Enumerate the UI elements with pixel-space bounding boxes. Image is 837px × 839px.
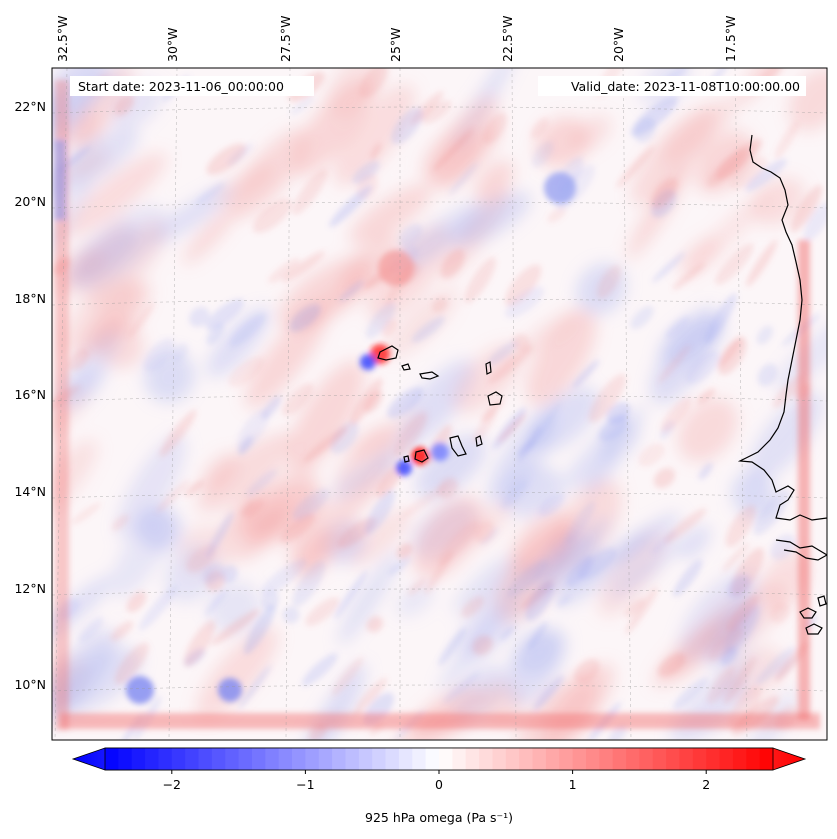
- lon-label: 22.5°W: [500, 16, 515, 62]
- sao-vicente-island: [401, 363, 411, 371]
- start-date-annotation: Start date: 2023-11-06_00:00:00: [78, 79, 284, 94]
- bijagos-islands: [799, 607, 817, 619]
- colorbar-tick-label: −2: [163, 777, 181, 792]
- lon-label: 20°W: [611, 27, 626, 62]
- omega-field: [52, 68, 827, 740]
- lat-label: 10°N: [14, 677, 46, 692]
- santo-antao-island: [377, 345, 399, 361]
- latitude-labels: 22°N 20°N 18°N 16°N 14°N 12°N 10°N: [14, 99, 46, 692]
- valid-date-annotation: Valid_date: 2023-11-08T10:00:00.00: [571, 79, 800, 94]
- maio-island: [475, 435, 483, 447]
- lon-label: 25°W: [388, 27, 403, 62]
- fogo-island: [414, 449, 429, 463]
- lon-label: 32.5°W: [55, 16, 70, 62]
- map-frame: [51, 67, 828, 741]
- lon-label: 27.5°W: [278, 16, 293, 62]
- lat-label: 12°N: [14, 581, 46, 596]
- lat-label: 14°N: [14, 484, 46, 499]
- lat-label: 20°N: [14, 194, 46, 209]
- boa-vista-island: [487, 391, 503, 406]
- lat-label: 16°N: [14, 387, 46, 402]
- brava-island: [403, 455, 410, 463]
- colorbar-ticks: −2 −1 0 1 2: [163, 770, 710, 792]
- gridlines: [52, 68, 827, 740]
- colorbar-tick-label: 0: [435, 777, 443, 792]
- lon-label: 17.5°W: [723, 16, 738, 62]
- sao-nicolau-island: [419, 371, 440, 380]
- lon-label: 30°W: [165, 27, 180, 62]
- bijagos-islands: [817, 595, 827, 607]
- lat-label: 22°N: [14, 99, 46, 114]
- lat-label: 18°N: [14, 291, 46, 306]
- africa-coastline: [737, 134, 827, 521]
- colorbar-label: 925 hPa omega (Pa s⁻¹): [365, 810, 513, 825]
- colorbar-tick-label: 1: [569, 777, 577, 792]
- bijagos-islands: [805, 623, 823, 635]
- colorbar-tick-label: 2: [702, 777, 710, 792]
- santiago-island: [449, 435, 467, 457]
- coastline: [377, 134, 827, 635]
- longitude-labels: 32.5°W 30°W 27.5°W 25°W 22.5°W 20°W 17.5…: [55, 16, 738, 62]
- colorbar-tick-label: −1: [296, 777, 314, 792]
- colorbar: −2 −1 0 1 2 925 hPa omega (Pa s⁻¹): [71, 747, 807, 825]
- sal-island: [485, 361, 492, 375]
- africa-coastline: [775, 539, 827, 561]
